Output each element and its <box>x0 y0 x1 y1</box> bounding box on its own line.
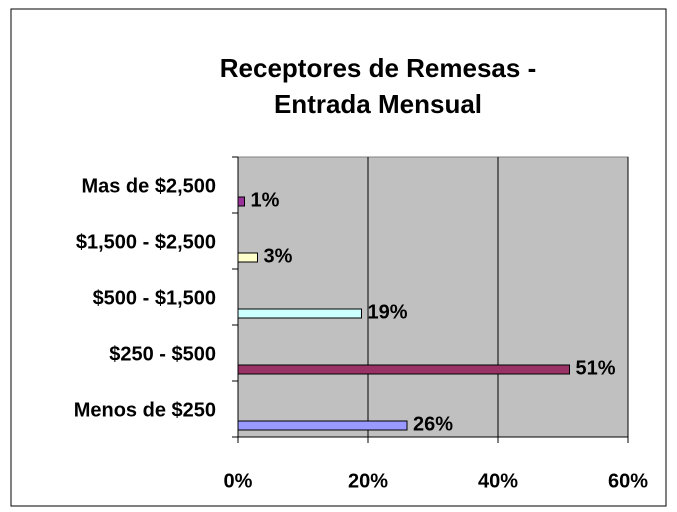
x-tick-label: 20% <box>348 470 388 492</box>
value-label: 19% <box>368 301 408 323</box>
y-tick-label: $500 - $1,500 <box>93 287 216 309</box>
value-label: 1% <box>251 189 280 211</box>
value-label: 3% <box>264 245 293 267</box>
plot-area <box>237 156 629 438</box>
chart-title: Receptores de Remesas - <box>220 53 536 83</box>
y-tick-label: Mas de $2,500 <box>81 175 216 197</box>
y-tick-label: $250 - $500 <box>109 343 216 365</box>
chart-title: Entrada Mensual <box>274 89 482 119</box>
y-tick-label: $1,500 - $2,500 <box>76 231 216 253</box>
y-tick-label: Menos de $250 <box>74 399 216 421</box>
bar <box>237 196 245 207</box>
x-tick-label: 60% <box>608 470 648 492</box>
value-label: 51% <box>576 357 616 379</box>
bar <box>237 364 570 375</box>
bar <box>237 420 408 431</box>
bar <box>237 252 258 263</box>
bar <box>237 308 362 319</box>
x-tick-label: 40% <box>478 470 518 492</box>
x-tick-label: 0% <box>224 470 253 492</box>
value-label: 26% <box>413 413 453 435</box>
